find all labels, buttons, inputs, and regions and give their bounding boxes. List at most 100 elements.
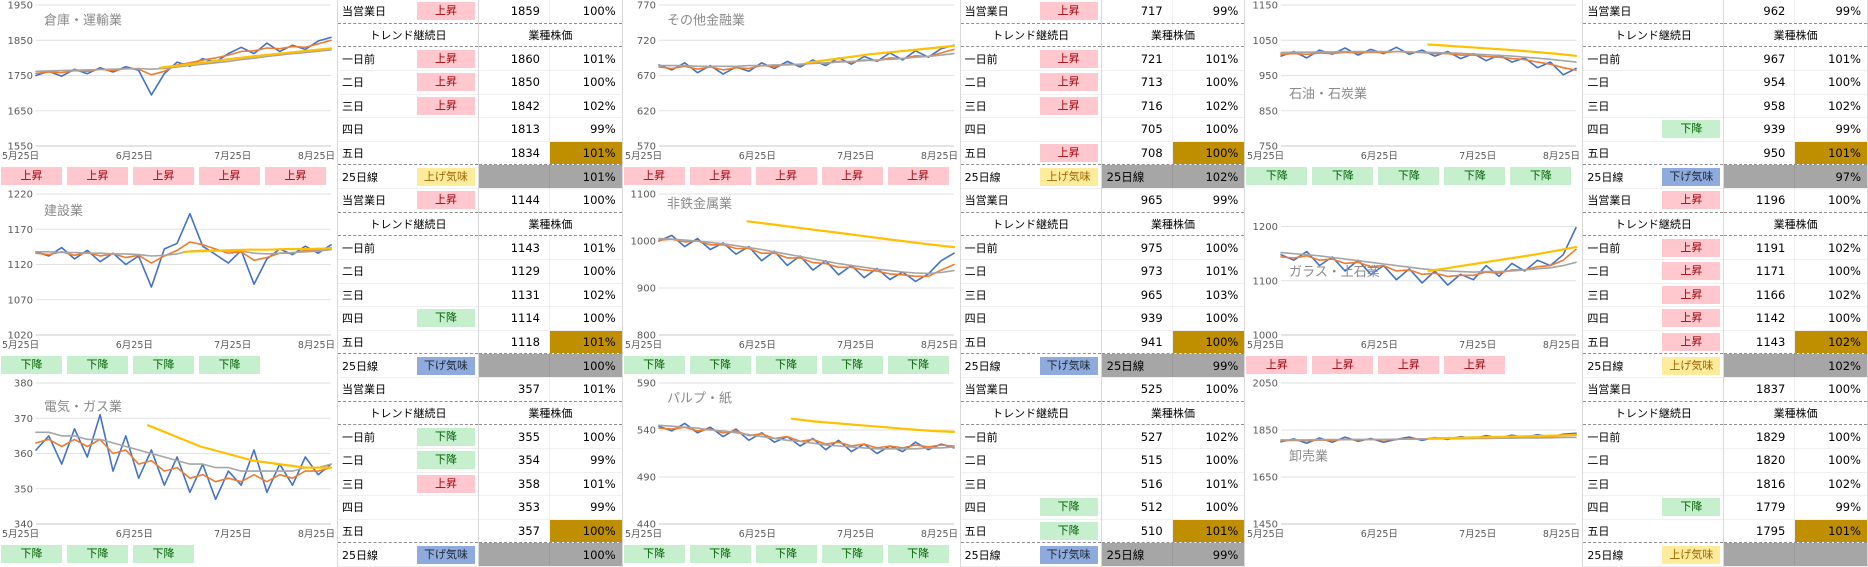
svg-text:380: 380 <box>14 379 33 390</box>
pct-cell-highlight: 100% <box>1171 330 1245 354</box>
day-trend-status <box>1662 50 1720 68</box>
day-label: 五日 <box>342 147 364 161</box>
sector-panel: 590 540 490 440 5月25日 6月25日 7月25日 8月25日 パルプ・紙 下降… <box>622 378 1246 567</box>
pct-cell: 100% <box>549 259 622 283</box>
pct-cell: 102% <box>1171 425 1245 448</box>
price-cell: 1129 <box>510 264 540 279</box>
current-pct: 100% <box>1794 378 1867 401</box>
price-row: 954 100% <box>1724 70 1867 95</box>
svg-text:8月25日: 8月25日 <box>298 151 335 162</box>
trend-status-row <box>1245 542 1582 567</box>
current-day-label: 当営業日 <box>342 194 386 208</box>
pct-cell: 100% <box>1794 448 1867 472</box>
price-row: 1118 101% <box>479 330 622 355</box>
current-day-row: 当営業日 <box>960 189 1101 213</box>
price-row: 1829 100% <box>1724 425 1867 449</box>
current-day-status <box>1040 380 1098 398</box>
svg-text:6月25日: 6月25日 <box>1361 151 1398 162</box>
chart-area: 2050 1850 1650 1450 5月25日 6月25日 7月25日 8月25日 卸売業 <box>1245 378 1582 567</box>
day-row: 四日 下降 <box>1583 118 1724 142</box>
day-row: 五日 上昇 <box>960 142 1101 166</box>
trend-status-cell: 下降 <box>689 545 751 563</box>
ma25-label: 25日線 <box>964 359 1001 373</box>
svg-text:8月25日: 8月25日 <box>298 529 335 540</box>
price-row: 515 100% <box>1101 448 1245 473</box>
ma25-price-row: 100% <box>479 354 622 378</box>
price-cell: 721 <box>1140 51 1163 66</box>
day-row: 一日前 <box>960 236 1101 260</box>
trend-days-header-row: トレンド継続日 <box>1583 213 1724 237</box>
day-trend-status: 下降 <box>1039 522 1098 541</box>
svg-text:7月25日: 7月25日 <box>1459 529 1496 540</box>
day-trend-status: 上昇 <box>1662 309 1721 328</box>
price-col-header: 業種株価 <box>1773 406 1818 420</box>
day-label: 二日 <box>1587 454 1610 468</box>
day-trend-status <box>1040 475 1098 493</box>
price-cell: 713 <box>1140 75 1163 90</box>
ma25-pct: 100% <box>549 354 622 377</box>
trend-days-header: トレンド継続日 <box>1614 406 1692 420</box>
ma25-pct <box>1794 543 1867 566</box>
current-day-label: 当営業日 <box>1587 383 1632 397</box>
trend-days-header-row: トレンド継続日 <box>960 213 1101 237</box>
pct-cell: 100% <box>549 307 622 330</box>
chart-area: 1150 1050 950 850 750 5月25日 6月25日 7月25日 8月25日 石油・… <box>1245 0 1582 189</box>
ma25-pct: 100% <box>549 543 622 566</box>
day-row: 二日 <box>960 449 1101 473</box>
trend-days-header-row: トレンド継続日 <box>1583 402 1724 426</box>
trend-status-cell: 上昇 <box>1444 356 1506 374</box>
trend-status-cell: 下降 <box>623 545 685 563</box>
day-label: 四日 <box>1587 123 1610 137</box>
price-row: 1131 102% <box>479 283 622 308</box>
pct-cell: 100% <box>549 70 622 94</box>
price-cell: 353 <box>518 500 540 515</box>
day-row: 三日 <box>1583 473 1724 497</box>
day-label: 二日 <box>964 454 987 468</box>
current-day-row: 当営業日 <box>1583 378 1724 402</box>
price-cell: 355 <box>518 429 540 444</box>
trend-status-cell: 下降 <box>623 356 685 374</box>
day-row: 二日 <box>338 260 478 284</box>
day-trend-status <box>1040 239 1098 257</box>
svg-text:1950: 1950 <box>8 1 33 12</box>
day-row: 一日前 下降 <box>338 425 478 449</box>
day-label: 五日 <box>964 336 987 350</box>
day-label: 四日 <box>342 312 364 326</box>
trend-status-cell: 上昇 <box>1246 356 1308 374</box>
svg-text:360: 360 <box>14 449 33 460</box>
day-trend-status <box>1040 120 1098 138</box>
price-row: 1142 100% <box>1724 307 1867 331</box>
ma25-price-row: 100% <box>479 543 622 567</box>
trend-table: 当営業日 トレンド継続日 一日前 二日 三日 四日 下降 <box>1582 378 1725 567</box>
day-trend-status: 下降 <box>1039 498 1098 517</box>
price-row: 354 99% <box>479 448 622 473</box>
ma25-pct: 101% <box>549 165 622 188</box>
trend-status-cell: 上昇 <box>623 167 685 185</box>
ma25-label: 25日線 <box>964 170 1001 184</box>
trend-table: 当営業日 上昇 トレンド継続日 一日前 上昇 二日 上昇 三日 上昇 四日 上昇 <box>1582 189 1725 378</box>
svg-text:1050: 1050 <box>1253 36 1278 47</box>
day-trend-status: 上昇 <box>417 474 475 493</box>
svg-text:570: 570 <box>637 142 656 153</box>
trend-status-cell: 上昇 <box>887 167 949 185</box>
sector-panel: 1220 1170 1120 1070 1020 5月25日 6月25日 7月25日 8月25日… <box>0 189 623 378</box>
ma25-row: 25日線 上げ気味 <box>1583 354 1724 378</box>
ma25-status: 上げ気味 <box>1662 356 1721 375</box>
day-trend-status <box>417 522 475 540</box>
svg-text:5月25日: 5月25日 <box>625 151 662 162</box>
price-cell: 1816 <box>1756 476 1786 491</box>
day-row: 二日 上昇 <box>338 71 478 95</box>
current-pct: 99% <box>1171 189 1245 212</box>
price-row: 1191 102% <box>1724 236 1867 260</box>
price-row: 941 100% <box>1101 330 1245 355</box>
current-pct: 99% <box>1171 0 1245 23</box>
price-row: 358 101% <box>479 472 622 497</box>
svg-text:6月25日: 6月25日 <box>738 340 775 351</box>
ma25-label: 25日線 <box>1587 170 1624 184</box>
price-row: 1860 101% <box>479 47 622 71</box>
sector-panel: 770 720 670 620 570 5月25日 6月25日 7月25日 8月25日 その他金融… <box>622 0 1246 189</box>
price-cell: 1795 <box>1756 524 1786 539</box>
price-cell: 354 <box>518 453 540 468</box>
day-label: 一日前 <box>1587 430 1621 444</box>
